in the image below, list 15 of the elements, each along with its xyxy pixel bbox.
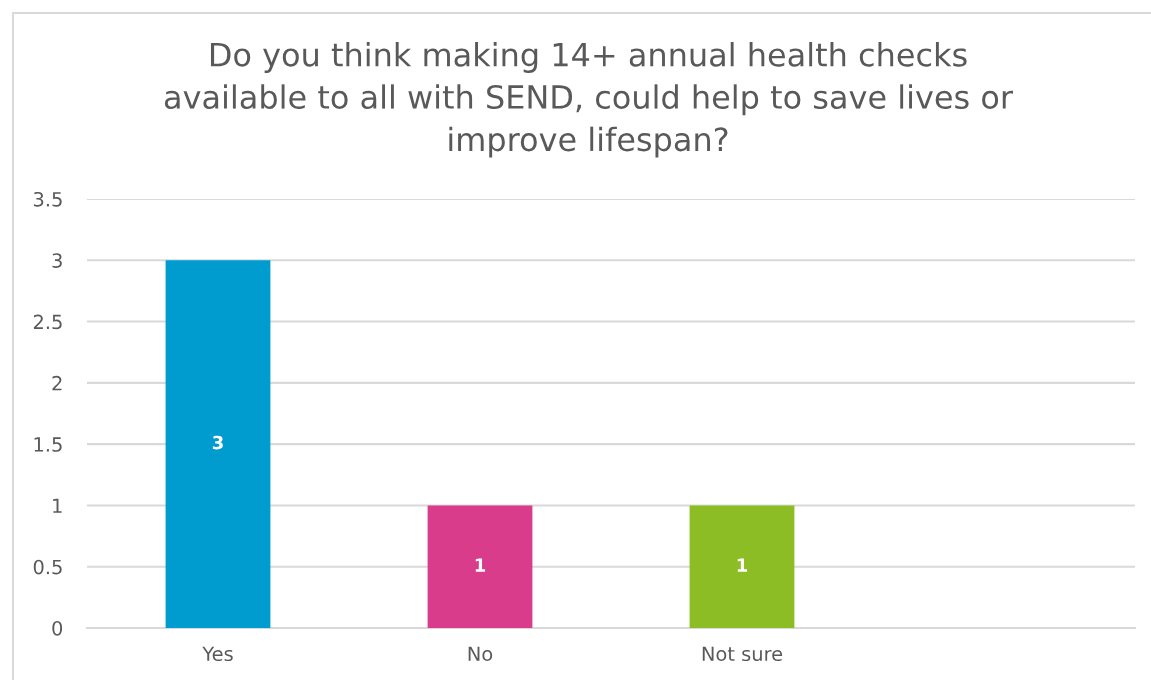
y-tick-label: 1.5 bbox=[34, 437, 62, 452]
y-tick-label: 3 bbox=[52, 253, 62, 268]
chart-title: Do you think making 14+ annual health checks available to all with SEND, could help to save lives or improve lifespan? bbox=[164, 42, 1014, 158]
y-tick-label: 3.5 bbox=[33, 191, 62, 207]
y-tick-label: 2.5 bbox=[33, 314, 62, 330]
x-tick-label: No bbox=[468, 646, 493, 662]
data-label: 1 bbox=[475, 558, 486, 572]
x-tick-label: Not sure bbox=[702, 646, 783, 662]
y-tick-label: 2 bbox=[52, 375, 62, 391]
y-tick-label: 0 bbox=[52, 620, 63, 636]
y-tick-label: 1 bbox=[53, 498, 62, 513]
y-tick-label: 0.5 bbox=[33, 559, 62, 575]
x-tick-label: Yes bbox=[202, 646, 233, 662]
data-label: 3 bbox=[212, 435, 223, 450]
data-label: 1 bbox=[737, 558, 748, 572]
